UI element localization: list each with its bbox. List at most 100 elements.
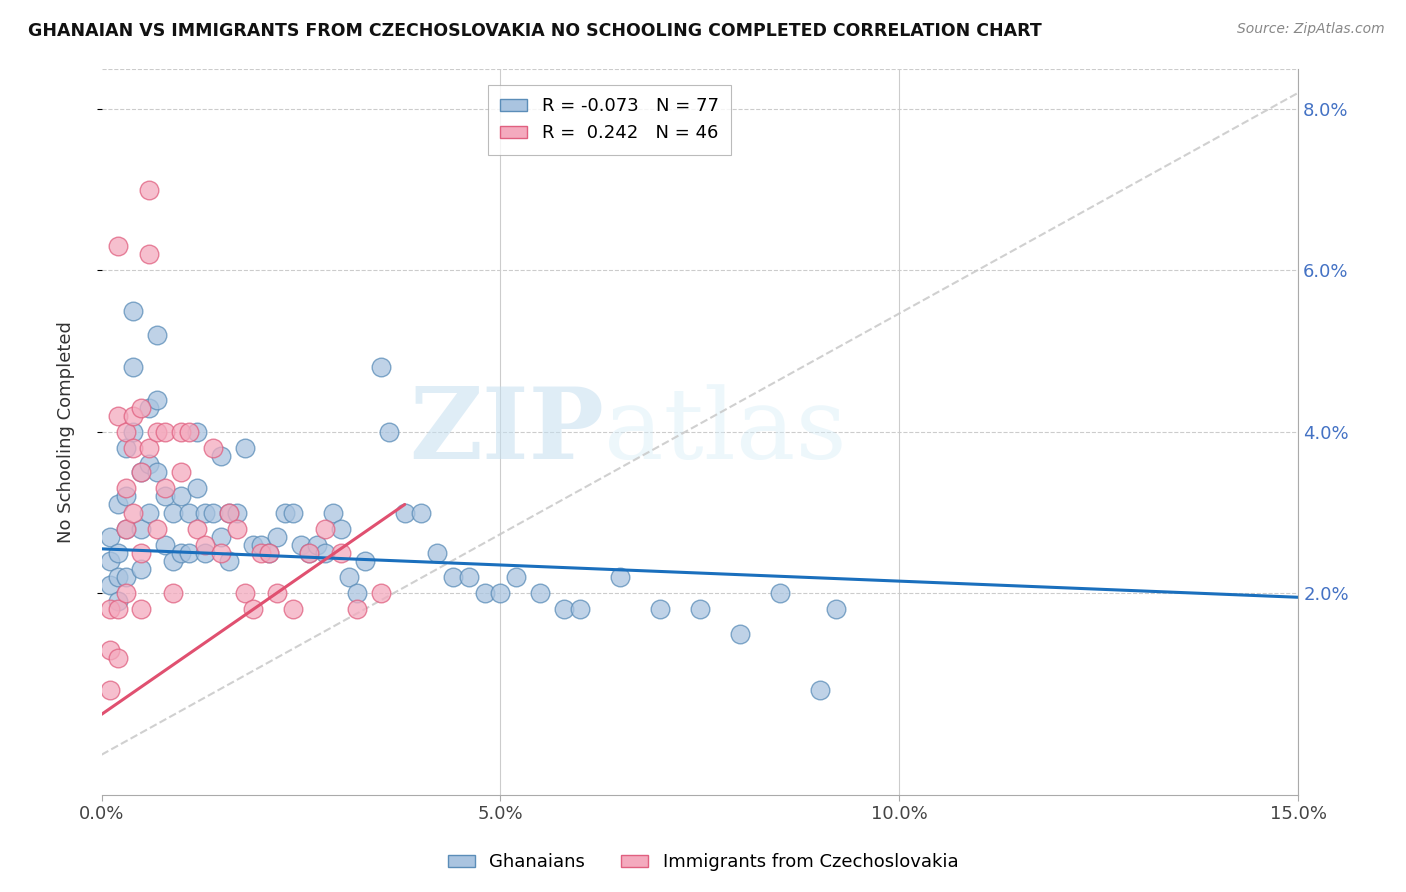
Text: atlas: atlas	[605, 384, 846, 480]
Point	[131, 465, 153, 479]
Point	[107, 239, 129, 253]
Point	[489, 586, 512, 600]
Point	[354, 554, 377, 568]
Point	[122, 441, 145, 455]
Point	[233, 441, 256, 455]
Point	[314, 522, 336, 536]
Text: Source: ZipAtlas.com: Source: ZipAtlas.com	[1237, 22, 1385, 37]
Point	[138, 401, 160, 415]
Point	[194, 546, 217, 560]
Point	[146, 425, 169, 439]
Point	[155, 425, 177, 439]
Point	[131, 562, 153, 576]
Point	[218, 506, 240, 520]
Point	[98, 554, 121, 568]
Point	[138, 183, 160, 197]
Point	[186, 481, 208, 495]
Point	[107, 546, 129, 560]
Point	[162, 554, 184, 568]
Point	[218, 506, 240, 520]
Point	[162, 586, 184, 600]
Point	[146, 392, 169, 407]
Point	[648, 602, 671, 616]
Point	[179, 425, 201, 439]
Point	[218, 554, 240, 568]
Point	[170, 425, 193, 439]
Point	[146, 465, 169, 479]
Point	[114, 522, 136, 536]
Point	[209, 546, 232, 560]
Point	[226, 522, 249, 536]
Point	[114, 481, 136, 495]
Text: GHANAIAN VS IMMIGRANTS FROM CZECHOSLOVAKIA NO SCHOOLING COMPLETED CORRELATION CH: GHANAIAN VS IMMIGRANTS FROM CZECHOSLOVAK…	[28, 22, 1042, 40]
Point	[329, 522, 352, 536]
Point	[194, 506, 217, 520]
Point	[266, 530, 288, 544]
Point	[728, 626, 751, 640]
Point	[426, 546, 449, 560]
Point	[98, 602, 121, 616]
Point	[808, 683, 831, 698]
Point	[131, 522, 153, 536]
Point	[281, 602, 304, 616]
Point	[155, 481, 177, 495]
Point	[131, 465, 153, 479]
Legend: Ghanaians, Immigrants from Czechoslovakia: Ghanaians, Immigrants from Czechoslovaki…	[440, 847, 966, 879]
Point	[329, 546, 352, 560]
Point	[131, 401, 153, 415]
Point	[242, 602, 264, 616]
Point	[370, 586, 392, 600]
Point	[138, 506, 160, 520]
Point	[394, 506, 416, 520]
Point	[298, 546, 321, 560]
Point	[170, 489, 193, 503]
Point	[370, 360, 392, 375]
Point	[250, 546, 273, 560]
Point	[290, 538, 312, 552]
Point	[138, 247, 160, 261]
Point	[346, 586, 368, 600]
Point	[114, 570, 136, 584]
Point	[824, 602, 846, 616]
Point	[257, 546, 280, 560]
Point	[337, 570, 360, 584]
Point	[107, 498, 129, 512]
Point	[346, 602, 368, 616]
Point	[114, 489, 136, 503]
Point	[441, 570, 464, 584]
Point	[274, 506, 297, 520]
Point	[194, 538, 217, 552]
Point	[98, 530, 121, 544]
Point	[122, 360, 145, 375]
Point	[122, 506, 145, 520]
Point	[179, 546, 201, 560]
Point	[505, 570, 527, 584]
Point	[409, 506, 432, 520]
Point	[569, 602, 592, 616]
Point	[553, 602, 575, 616]
Point	[155, 538, 177, 552]
Point	[250, 538, 273, 552]
Legend: R = -0.073   N = 77, R =  0.242   N = 46: R = -0.073 N = 77, R = 0.242 N = 46	[488, 85, 731, 155]
Point	[131, 546, 153, 560]
Point	[98, 642, 121, 657]
Point	[474, 586, 496, 600]
Point	[107, 602, 129, 616]
Point	[122, 425, 145, 439]
Point	[114, 522, 136, 536]
Point	[202, 441, 225, 455]
Point	[98, 578, 121, 592]
Point	[114, 441, 136, 455]
Point	[298, 546, 321, 560]
Point	[322, 506, 344, 520]
Point	[769, 586, 792, 600]
Point	[107, 409, 129, 423]
Point	[170, 546, 193, 560]
Point	[114, 425, 136, 439]
Point	[138, 457, 160, 471]
Point	[107, 594, 129, 608]
Point	[146, 522, 169, 536]
Point	[114, 586, 136, 600]
Point	[257, 546, 280, 560]
Point	[107, 650, 129, 665]
